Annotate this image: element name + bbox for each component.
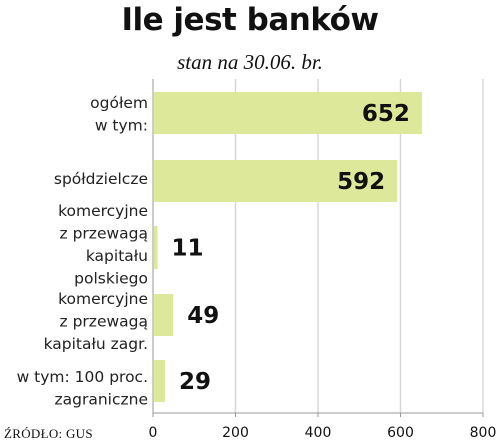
category-label: polskiego: [74, 270, 148, 288]
category-label: kapitału zagr.: [44, 335, 148, 353]
x-tick-label: 200: [222, 425, 249, 441]
bar-value-label: 11: [172, 236, 204, 262]
category-label: komercyjne: [58, 290, 148, 308]
bar-value-label: 592: [337, 169, 385, 195]
bar: [154, 226, 158, 269]
bar-value-label: 49: [187, 303, 219, 329]
category-label: komercyjne: [58, 202, 148, 220]
category-label: z przewagą: [60, 225, 148, 243]
chart-subtitle: stan na 30.06. br.: [177, 50, 323, 74]
category-label: spółdzielcze: [54, 170, 148, 188]
x-tick-label: 600: [387, 425, 414, 441]
bar: [154, 92, 422, 134]
category-label: ogółem: [90, 94, 148, 112]
category-label: w tym: 100 proc.: [17, 368, 148, 386]
category-label: z przewagą: [60, 313, 148, 331]
bar: [154, 294, 174, 336]
bar: [154, 160, 398, 202]
bar-value-label: 29: [179, 369, 211, 395]
category-label: zagraniczne: [55, 391, 149, 409]
x-tick-label: 800: [470, 425, 497, 441]
source-note: ŹRÓDŁO: GUS: [4, 426, 93, 441]
bar-value-label: 652: [362, 101, 410, 127]
category-label: kapitału: [86, 247, 148, 265]
chart-title: Ile jest banków: [121, 2, 379, 38]
category-label: w tym:: [95, 117, 148, 135]
x-tick-label: 0: [149, 425, 158, 441]
x-tick-label: 400: [305, 425, 332, 441]
bar: [154, 360, 165, 402]
